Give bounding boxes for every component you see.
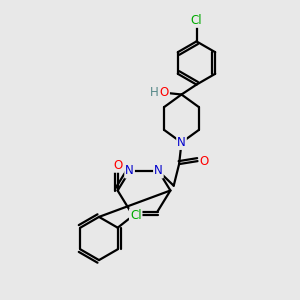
Text: O: O bbox=[200, 154, 209, 168]
Text: N: N bbox=[125, 164, 134, 178]
Text: Cl: Cl bbox=[191, 14, 202, 27]
Text: O: O bbox=[160, 86, 169, 99]
Text: O: O bbox=[114, 159, 123, 172]
Text: H: H bbox=[149, 86, 158, 99]
Text: N: N bbox=[177, 136, 186, 149]
Text: Cl: Cl bbox=[130, 209, 142, 222]
Text: N: N bbox=[154, 164, 163, 178]
